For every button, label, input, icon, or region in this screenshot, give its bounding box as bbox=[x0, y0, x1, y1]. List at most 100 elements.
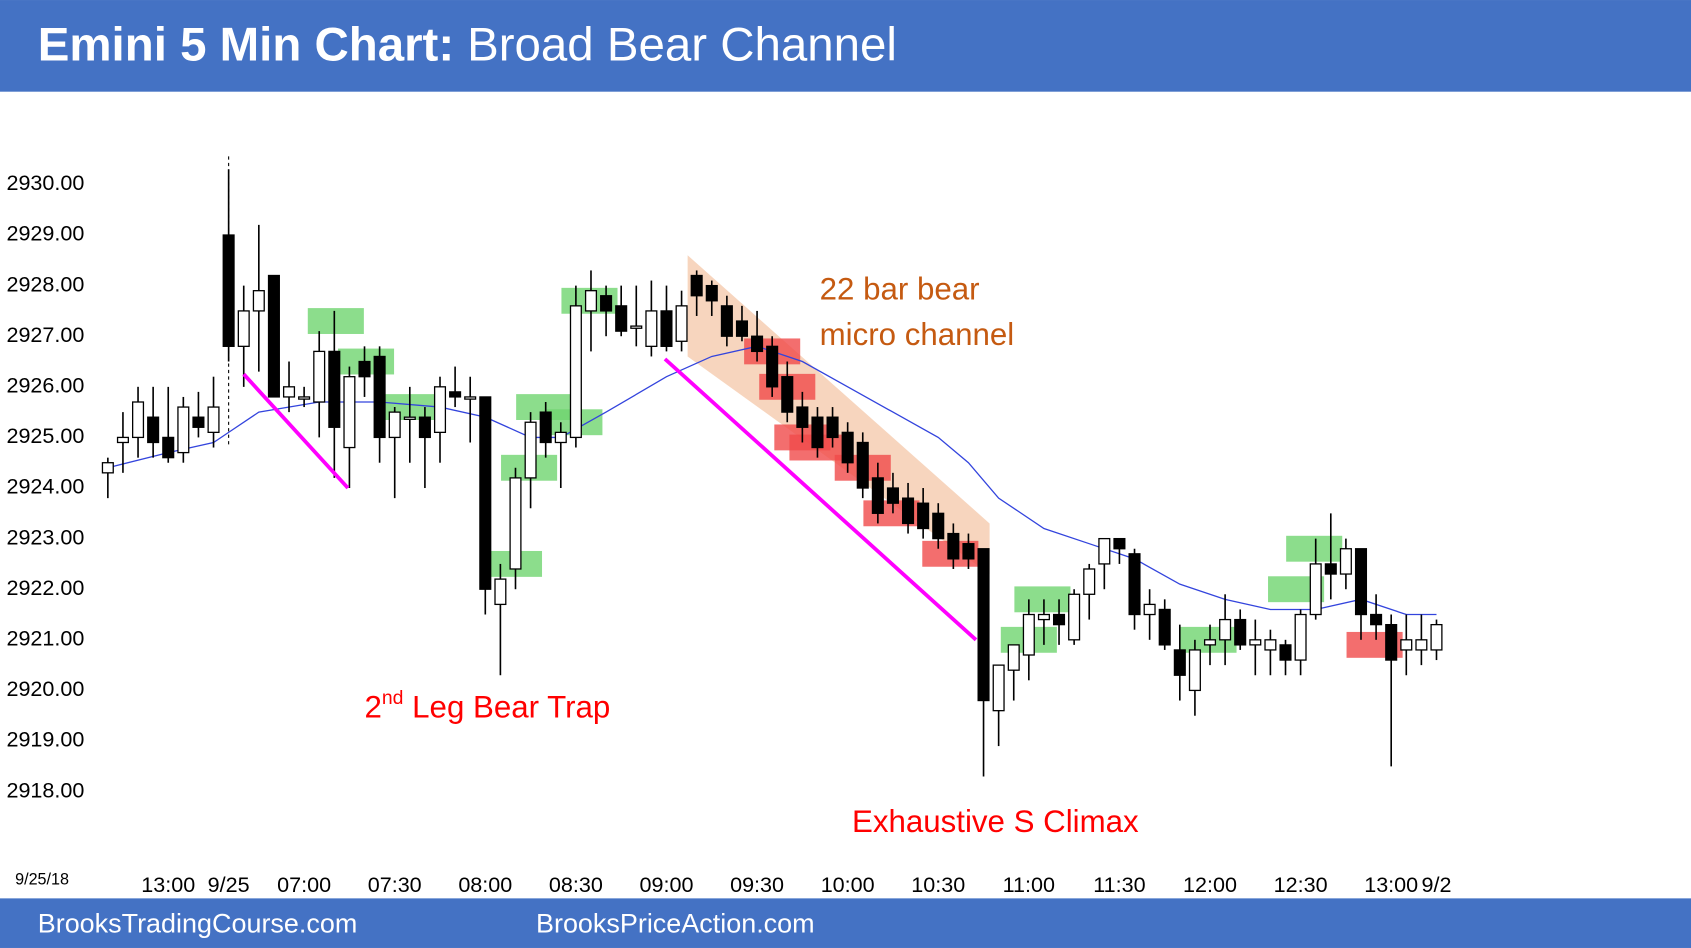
annotation: micro channel bbox=[820, 317, 1015, 352]
x-tick-label: 07:00 bbox=[277, 872, 331, 897]
candle-body bbox=[418, 416, 431, 439]
candle-body bbox=[796, 406, 809, 428]
candle-body bbox=[917, 502, 930, 530]
candle-body bbox=[1158, 608, 1171, 646]
y-tick-label: 2918.00 bbox=[6, 777, 84, 802]
candle-body bbox=[932, 512, 945, 540]
x-tick-label: 09:00 bbox=[640, 872, 694, 897]
y-tick-label: 2930.00 bbox=[6, 170, 84, 195]
candle-body bbox=[615, 305, 628, 332]
candle-body bbox=[856, 441, 869, 489]
candle-body bbox=[584, 290, 598, 312]
candle-body bbox=[1143, 603, 1156, 616]
candle-body bbox=[1309, 563, 1322, 616]
candle-body bbox=[222, 234, 235, 347]
x-tick-label: 13:00 bbox=[1364, 872, 1418, 897]
candle-body bbox=[735, 320, 749, 337]
candle-body bbox=[479, 396, 492, 590]
candle-body bbox=[328, 350, 341, 428]
x-tick-label: 08:30 bbox=[549, 872, 603, 897]
candle-body bbox=[101, 462, 114, 474]
candle-body bbox=[509, 477, 522, 570]
candle-body bbox=[388, 411, 401, 439]
candle-body bbox=[1264, 639, 1277, 651]
candle-body bbox=[494, 578, 507, 606]
background-layer bbox=[107, 156, 1437, 658]
y-tick-label: 2921.00 bbox=[6, 626, 84, 651]
x-tick-label: 09:30 bbox=[730, 872, 784, 897]
header-bar bbox=[0, 0, 1691, 92]
candle-body bbox=[1385, 623, 1398, 661]
y-tick-label: 2926.00 bbox=[6, 373, 84, 398]
candle-body bbox=[1128, 553, 1141, 616]
candle-body bbox=[1188, 649, 1201, 692]
candle-body bbox=[177, 406, 190, 454]
candle-body bbox=[132, 401, 145, 439]
candle-body bbox=[1430, 623, 1443, 651]
candle-body bbox=[841, 431, 854, 464]
channel-shade bbox=[687, 255, 990, 575]
candle-body bbox=[569, 305, 582, 439]
candle-body bbox=[630, 325, 643, 329]
candle-body bbox=[826, 416, 839, 439]
x-tick-label: 9/25 bbox=[208, 872, 250, 897]
title-rest: Broad Bear Channel bbox=[467, 18, 897, 71]
y-tick-label: 2922.00 bbox=[6, 575, 84, 600]
x-tick-label: 9/2 bbox=[1422, 872, 1452, 897]
x-tick-label: 12:30 bbox=[1274, 872, 1328, 897]
y-tick-label: 2929.00 bbox=[6, 221, 84, 246]
candle-body bbox=[600, 295, 613, 312]
annotation-part: Leg Bear Trap bbox=[403, 690, 610, 725]
candle-body bbox=[207, 406, 220, 434]
candle-body bbox=[1098, 537, 1111, 565]
candle-body bbox=[1113, 537, 1126, 550]
candle-body bbox=[705, 284, 718, 302]
candle-body bbox=[766, 345, 779, 388]
signal-box bbox=[1286, 535, 1343, 562]
candle-body bbox=[1083, 568, 1096, 595]
annotation: Exhaustive S Climax bbox=[852, 804, 1139, 839]
candle-body bbox=[645, 310, 658, 347]
candle-body bbox=[1007, 644, 1020, 671]
candle-body bbox=[433, 386, 447, 434]
candle-body bbox=[1037, 613, 1050, 621]
y-tick-label: 2924.00 bbox=[6, 474, 84, 499]
y-tick-label: 2925.00 bbox=[6, 423, 84, 448]
candle-body bbox=[554, 431, 567, 444]
candle-body bbox=[871, 477, 884, 514]
candle-body bbox=[1052, 613, 1066, 626]
signal-box bbox=[307, 308, 364, 334]
annotation-part: 2 bbox=[365, 690, 382, 725]
footer-bar bbox=[0, 898, 1691, 948]
candle-body bbox=[116, 436, 129, 444]
header-title: Emini 5 Min Chart: Broad Bear Channel bbox=[38, 18, 897, 71]
candle-body bbox=[237, 310, 250, 347]
y-tick-label: 2923.00 bbox=[6, 524, 84, 549]
candle-body bbox=[449, 391, 462, 398]
candle-body bbox=[1294, 613, 1307, 661]
candle-body bbox=[1234, 618, 1247, 646]
candle-body bbox=[1400, 639, 1413, 651]
candle-body bbox=[403, 416, 416, 420]
candle-body bbox=[660, 310, 673, 347]
y-tick-label: 2928.00 bbox=[6, 271, 84, 296]
candle-body bbox=[192, 416, 205, 428]
trendline bbox=[663, 357, 978, 642]
candle-body bbox=[343, 376, 356, 449]
candle-body bbox=[1279, 644, 1292, 661]
candle-body bbox=[962, 543, 975, 560]
candle-body bbox=[947, 532, 960, 560]
x-tick-label: 07:30 bbox=[368, 872, 422, 897]
candle-body bbox=[298, 396, 311, 400]
x-tick-label: 11:00 bbox=[1003, 872, 1055, 897]
y-tick-label: 2920.00 bbox=[6, 676, 84, 701]
candle-body bbox=[358, 360, 371, 378]
candle-body bbox=[1354, 548, 1368, 616]
candle-body bbox=[1203, 639, 1217, 646]
candle-body bbox=[1173, 649, 1186, 676]
title-bold: Emini 5 Min Chart: bbox=[38, 18, 454, 71]
candle-body bbox=[675, 305, 688, 342]
candle-body bbox=[902, 497, 915, 525]
